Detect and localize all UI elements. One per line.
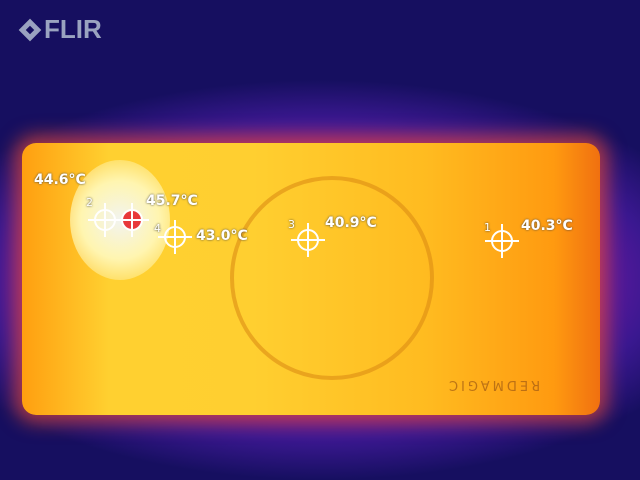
spot-number-2: 2	[86, 196, 93, 209]
spot-temp-3: 40.9°C	[325, 215, 377, 231]
spot-marker-2	[88, 203, 122, 237]
spot-number-1: 1	[484, 221, 491, 234]
spot-number-4: 4	[154, 222, 161, 235]
flir-logo-icon	[18, 18, 42, 41]
spot-temp-4: 43.0°C	[196, 228, 248, 244]
flir-logo: FLIR	[18, 14, 102, 45]
hotspot-marker	[115, 203, 149, 237]
spot-marker-3	[291, 223, 325, 257]
device-brand-text: REDMAGIC	[446, 377, 541, 392]
spot-marker-1	[485, 224, 519, 258]
spot-marker-4	[158, 220, 192, 254]
spot-temp-1: 40.3°C	[521, 218, 573, 234]
hotspot-temp: 45.7°C	[146, 193, 198, 209]
spot-number-3: 3	[288, 218, 295, 231]
camera-ring	[230, 176, 434, 380]
spot-temp-2: 44.6°C	[34, 172, 86, 188]
